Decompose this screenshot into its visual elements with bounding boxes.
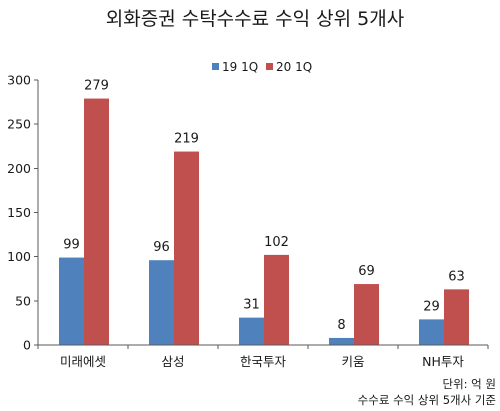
- legend-swatch-series-2: [266, 63, 273, 70]
- legend-label-series-2: 20 1Q: [276, 60, 312, 74]
- data-label-series2-category4: 69: [358, 264, 375, 279]
- data-label-series1-category2: 96: [153, 240, 170, 255]
- data-label-series2-category5: 63: [448, 269, 465, 284]
- y-tick-label-1: 0: [23, 338, 31, 353]
- data-label-series1-category5: 29: [423, 299, 440, 314]
- bar-series1-category3: [239, 317, 264, 345]
- y-tick-label-6: 250: [7, 117, 31, 132]
- y-tick-label-7: 300: [7, 73, 31, 88]
- category-label-5: NH투자: [422, 354, 464, 369]
- bar-series2-category3: [264, 254, 289, 345]
- bar-series2-category1: [84, 98, 109, 345]
- bar-series1-category1: [59, 257, 84, 345]
- unit-note: 단위: 억 원: [442, 377, 496, 391]
- y-tick-label-2: 50: [15, 293, 31, 308]
- bar-series2-category5: [444, 289, 469, 345]
- bar-series2-category2: [174, 151, 199, 345]
- bar-series1-category4: [329, 337, 354, 345]
- y-tick-label-4: 150: [7, 205, 31, 220]
- data-label-series1-category1: 99: [63, 238, 80, 253]
- legend-label-series-1: 19 1Q: [222, 60, 258, 74]
- data-label-series2-category2: 219: [174, 132, 199, 147]
- category-label-2: 삼성: [161, 354, 184, 369]
- legend-swatch-series-1: [212, 63, 219, 70]
- data-label-series2-category3: 102: [264, 235, 289, 250]
- bar-series1-category5: [419, 319, 444, 345]
- bar-series1-category2: [149, 260, 174, 345]
- y-tick-label-3: 100: [7, 249, 31, 264]
- data-label-series1-category4: 8: [337, 318, 345, 333]
- chart-title: 외화증권 수탁수수료 수익 상위 5개사: [106, 8, 404, 30]
- data-label-series1-category3: 31: [243, 298, 260, 313]
- category-label-4: 키움: [341, 354, 364, 369]
- bar-series2-category4: [354, 284, 379, 345]
- basis-note: 수수료 수익 상위 5개사 기준: [358, 393, 496, 407]
- category-label-3: 한국투자: [240, 354, 287, 369]
- legend: 19 1Q 20 1Q: [212, 60, 312, 74]
- data-label-series2-category1: 279: [84, 79, 109, 94]
- y-tick-label-5: 200: [7, 161, 31, 176]
- category-label-1: 미래에셋: [60, 354, 106, 369]
- plot-area: 99 279 미래에셋 96 219 삼성 31 102 한국투자 8 69 키움 29 63 NH투자 0 5…: [7, 73, 489, 369]
